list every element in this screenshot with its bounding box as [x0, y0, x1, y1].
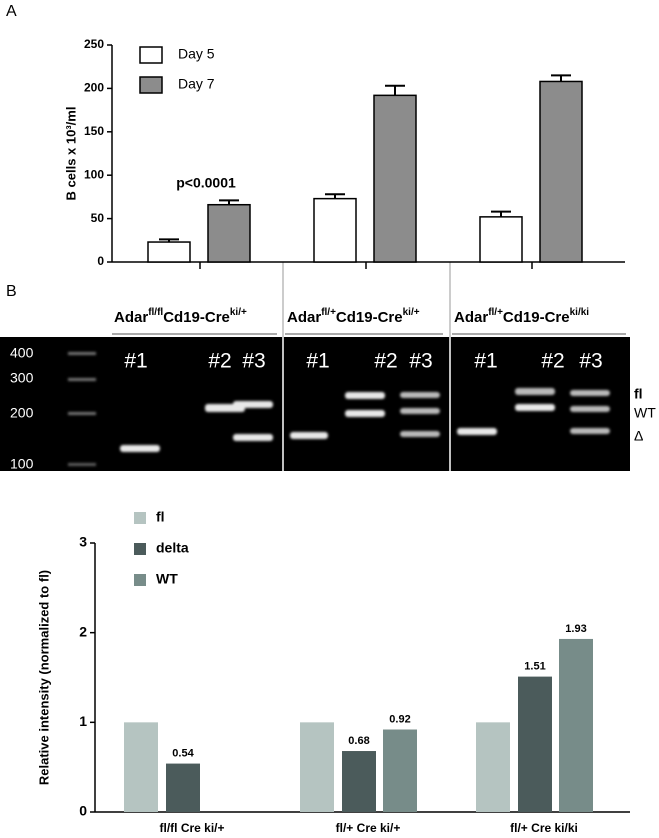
genotype-part: ki/+: [403, 307, 420, 318]
bar: [539, 80, 583, 263]
x-tick-label: fl/+ Cre ki/+: [336, 821, 401, 835]
bar: [518, 676, 552, 812]
value-label: 1.51: [524, 661, 545, 673]
bar: [476, 722, 510, 812]
lane-label: #1: [306, 350, 329, 373]
gel-bands: [68, 352, 610, 466]
bar: [300, 722, 334, 812]
genotype-part: Cd19-Cre: [503, 309, 570, 326]
y-tick-label: 0: [79, 803, 87, 819]
genotype-part: fl/fl: [148, 307, 163, 318]
bar: [124, 722, 158, 812]
genotype-part: fl/+: [321, 307, 336, 318]
genotype-label: Adarfl/+Cd19-Creki/+: [287, 307, 420, 326]
y-tick-label: 250: [84, 37, 104, 51]
genotype-part: Cd19-Cre: [163, 309, 230, 326]
genotype-part: ki/ki: [570, 307, 590, 318]
panel-label: B: [6, 283, 17, 300]
legend-swatch: [139, 46, 163, 64]
bar: [383, 729, 417, 812]
bar: [166, 763, 200, 812]
bar: [207, 203, 251, 263]
genotype-part: fl/+: [488, 307, 503, 318]
value-label: 1.93: [565, 623, 586, 635]
legend-label: fl: [156, 509, 165, 525]
y-tick-label: 1: [79, 713, 87, 729]
legend-swatch: [134, 543, 146, 555]
panel-label: A: [6, 3, 17, 20]
band-label: WT: [634, 405, 656, 421]
ladder-label: 400: [10, 345, 34, 361]
legend-swatch: [134, 512, 146, 524]
bar: [479, 216, 523, 263]
legend-label: Day 7: [178, 76, 215, 92]
lane-label: #3: [579, 350, 602, 373]
error-bar: [491, 210, 511, 217]
bar: [373, 94, 417, 263]
y-tick-label: 150: [84, 124, 104, 138]
legend-label: Day 5: [178, 46, 215, 62]
y-tick-label: 200: [84, 81, 104, 95]
error-bar: [551, 74, 571, 82]
ladder-label: 100: [10, 456, 34, 472]
genotype-label: Adarfl/+Cd19-Creki/ki: [454, 307, 589, 326]
legend-label: delta: [156, 540, 189, 556]
genotype-part: Cd19-Cre: [336, 309, 403, 326]
bar: [342, 751, 376, 812]
genotype-label: Adarfl/flCd19-Creki/+: [114, 307, 247, 326]
bar: [559, 638, 593, 812]
bar: [147, 241, 191, 263]
legend-swatch: [134, 574, 146, 586]
genotype-part: Adar: [287, 309, 321, 326]
genotype-part: Adar: [454, 309, 488, 326]
lane-label: #2: [541, 350, 564, 373]
error-bar: [385, 84, 405, 96]
y-tick-label: 2: [79, 623, 87, 639]
value-label: 0.92: [389, 713, 410, 725]
y-tick-label: 100: [84, 167, 104, 181]
y-tick-label: 0: [97, 254, 104, 268]
genotype-part: Adar: [114, 309, 148, 326]
y-axis-label: Relative intensity (normalized to fl): [36, 570, 51, 785]
legend-label: WT: [156, 571, 178, 587]
lane-label: #3: [409, 350, 432, 373]
y-tick-label: 3: [79, 534, 87, 550]
x-tick-label: fl/+ Cre ki/ki: [510, 821, 578, 835]
ladder-label: 200: [10, 405, 34, 421]
annotation: p<0.0001: [176, 175, 236, 191]
ladder-label: 300: [10, 370, 34, 386]
x-tick-label: fl/fl Cre ki/+: [159, 821, 224, 835]
y-axis-label: B cells x 10³/ml: [63, 107, 78, 201]
lane-label: #1: [474, 350, 497, 373]
lane-label: #2: [208, 350, 231, 373]
genotype-part: ki/+: [230, 307, 247, 318]
bar: [313, 197, 357, 263]
value-label: 0.68: [348, 735, 369, 747]
legend-swatch: [139, 76, 163, 94]
value-label: 0.54: [172, 747, 194, 759]
lane-label: #3: [242, 350, 265, 373]
band-label: fl: [634, 386, 643, 402]
lane-label: #2: [374, 350, 397, 373]
lane-label: #1: [124, 350, 147, 373]
y-tick-label: 50: [91, 211, 105, 225]
band-label: Δ: [634, 428, 643, 444]
